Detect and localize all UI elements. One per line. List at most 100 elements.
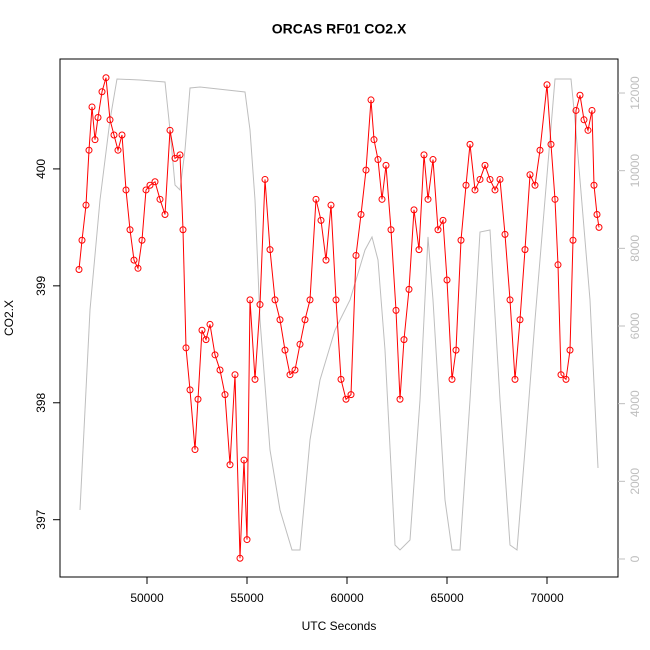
point (566, 346, 574, 354)
point (327, 201, 335, 209)
point (221, 391, 229, 399)
point (569, 236, 577, 244)
point (590, 181, 598, 189)
point (114, 146, 122, 154)
point (138, 236, 146, 244)
point (593, 211, 601, 219)
point (462, 181, 470, 189)
x-tick-label: 70000 (530, 591, 564, 605)
point (243, 536, 251, 544)
point (362, 166, 370, 174)
point (146, 181, 154, 189)
point (506, 296, 514, 304)
y2-tick-label: 4000 (628, 390, 642, 417)
y-axis-label: CO2.X (2, 300, 16, 336)
point (357, 211, 365, 219)
point (322, 256, 330, 264)
point (370, 136, 378, 144)
point (367, 96, 375, 104)
point (176, 151, 184, 159)
point (471, 186, 479, 194)
point (106, 116, 114, 124)
point (496, 175, 504, 183)
point (580, 116, 588, 124)
series-line (79, 78, 599, 551)
point (198, 326, 206, 334)
y2-tick-label: 0 (628, 555, 642, 562)
x-axis-label: UTC Seconds (302, 619, 377, 633)
y2-tick-label: 6000 (628, 312, 642, 339)
point (516, 316, 524, 324)
point (291, 366, 299, 374)
point (337, 375, 345, 383)
point (261, 175, 269, 183)
point (276, 316, 284, 324)
point (306, 296, 314, 304)
point (75, 265, 83, 273)
point (501, 230, 509, 238)
point (576, 91, 584, 99)
point (420, 151, 428, 159)
point (481, 161, 489, 169)
point (88, 103, 96, 111)
point (405, 285, 413, 293)
series-line (78, 77, 600, 559)
point (161, 211, 169, 219)
point (521, 246, 529, 254)
point (317, 216, 325, 224)
point (194, 395, 202, 403)
point (231, 371, 239, 379)
point (452, 346, 460, 354)
x-tick-label: 50000 (130, 591, 164, 605)
point (191, 446, 199, 454)
point (434, 226, 442, 234)
plot-box (59, 58, 619, 578)
point (588, 106, 596, 114)
point (130, 256, 138, 264)
point (236, 554, 244, 562)
point (424, 195, 432, 203)
point (410, 206, 418, 214)
y-tick-label: 398 (34, 392, 48, 412)
point (134, 264, 142, 272)
point (118, 131, 126, 139)
point (122, 186, 130, 194)
point (110, 131, 118, 139)
point (572, 106, 580, 114)
point (332, 296, 340, 304)
point (281, 346, 289, 354)
point (526, 171, 534, 179)
y2-tick-label: 8000 (628, 235, 642, 262)
y-tick-label: 399 (34, 276, 48, 296)
point (387, 226, 395, 234)
point (211, 351, 219, 359)
point (536, 146, 544, 154)
point (382, 161, 390, 169)
point (554, 261, 562, 269)
point (301, 316, 309, 324)
point (171, 154, 179, 162)
point (186, 386, 194, 394)
point (491, 186, 499, 194)
point (531, 181, 539, 189)
point (374, 156, 382, 164)
x-tick-label: 55000 (230, 591, 264, 605)
point (182, 344, 190, 352)
point (486, 175, 494, 183)
point (271, 296, 279, 304)
point (400, 336, 408, 344)
point (595, 223, 603, 231)
point (91, 136, 99, 144)
point (206, 320, 214, 328)
point (98, 88, 106, 96)
point (511, 375, 519, 383)
point (378, 195, 386, 203)
chart-title: ORCAS RF01 CO2.X (272, 21, 407, 37)
point (251, 375, 259, 383)
point (78, 236, 86, 244)
point (151, 178, 159, 186)
point (216, 366, 224, 374)
point (466, 140, 474, 148)
point (226, 461, 234, 469)
